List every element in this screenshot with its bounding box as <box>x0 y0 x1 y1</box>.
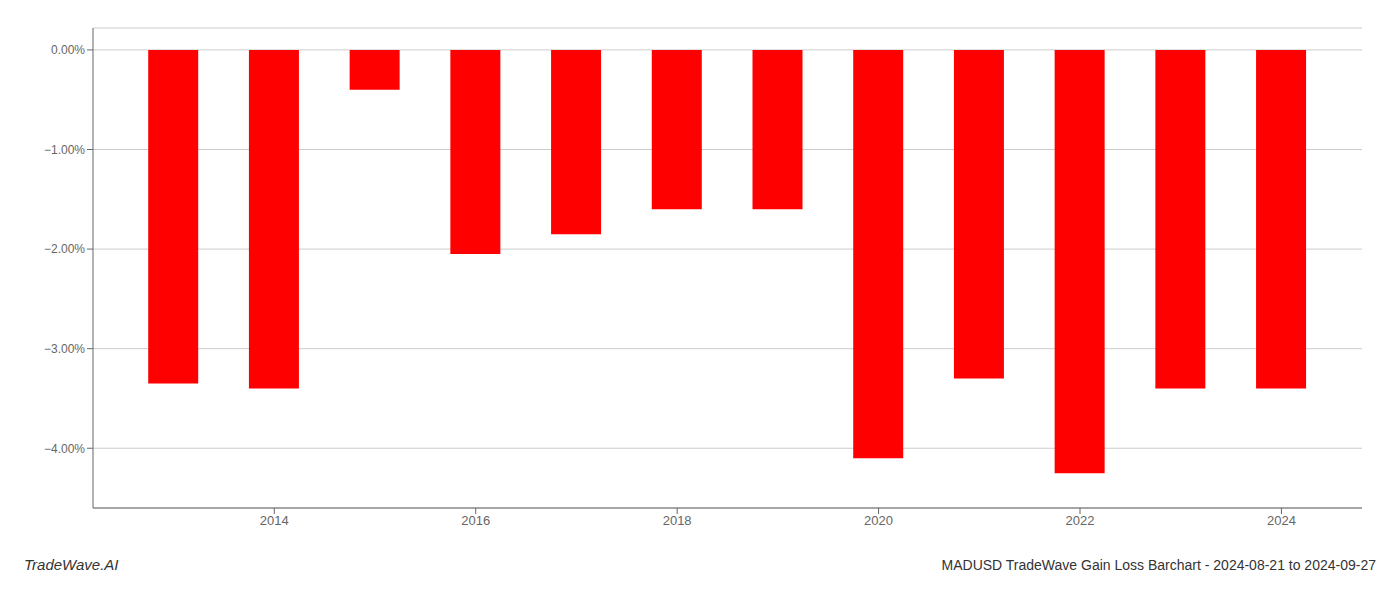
svg-text:−3.00%: −3.00% <box>44 342 85 356</box>
html-text:TradeWave.AI: TradeWave.AI <box>24 556 119 573</box>
svg-text:2014: 2014 <box>260 513 289 528</box>
svg-text:−2.00%: −2.00% <box>44 242 85 256</box>
svg-text:2016: 2016 <box>461 513 490 528</box>
html-text:MADUSD TradeWave Gain Loss Bar: MADUSD TradeWave Gain Loss Barchart - 20… <box>941 557 1376 573</box>
svg-text:−1.00%: −1.00% <box>44 143 85 157</box>
svg-text:0.00%: 0.00% <box>51 43 85 57</box>
svg-text:2018: 2018 <box>663 513 692 528</box>
svg-text:−4.00%: −4.00% <box>44 442 85 456</box>
svg-text:2020: 2020 <box>864 513 893 528</box>
svg-text:2022: 2022 <box>1066 513 1095 528</box>
svg-text:2024: 2024 <box>1267 513 1296 528</box>
